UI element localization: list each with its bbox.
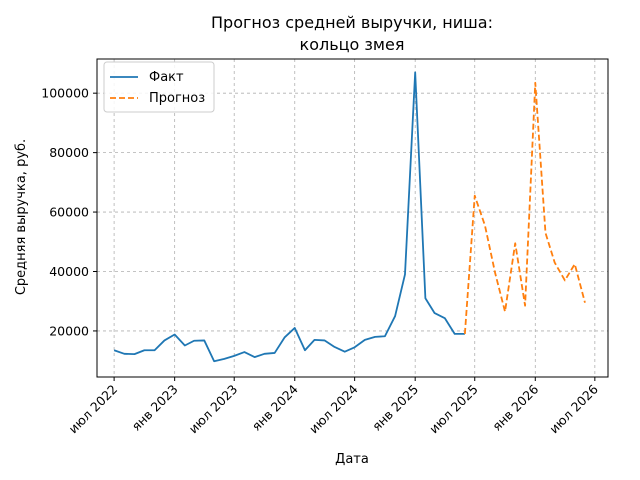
chart-title-line-2: кольцо змея xyxy=(300,35,405,54)
x-tick-label: янв 2026 xyxy=(489,381,541,433)
legend-box xyxy=(103,61,215,113)
x-tick-label: янв 2024 xyxy=(249,381,301,433)
legend-label-forecast: Прогноз xyxy=(149,91,205,106)
plot-area-frame xyxy=(96,58,609,378)
y-tick-label: 40000 xyxy=(49,264,89,279)
series-line-forecast xyxy=(463,81,586,334)
y-axis-ticks: 20000 40000 60000 80000 100000 xyxy=(41,86,97,338)
y-axis-label: Средняя выручка, руб. xyxy=(14,139,29,295)
x-tick-label: июл 2022 xyxy=(65,382,120,437)
chart-title-line-1: Прогноз средней выручки, ниша: xyxy=(211,13,493,32)
y-tick-label: 100000 xyxy=(41,86,89,101)
x-tick-label: июл 2025 xyxy=(426,382,481,437)
x-tick-label: июл 2023 xyxy=(186,382,241,437)
x-tick-label: янв 2025 xyxy=(369,382,421,434)
legend: Факт Прогноз xyxy=(103,61,215,113)
x-tick-label: июл 2026 xyxy=(546,381,601,436)
x-axis-label: Дата xyxy=(335,452,369,467)
x-tick-label: июл 2024 xyxy=(306,381,361,436)
y-tick-label: 60000 xyxy=(49,205,89,220)
legend-label-fact: Факт xyxy=(149,70,184,85)
y-tick-label: 20000 xyxy=(49,323,89,338)
series-lines xyxy=(113,71,586,363)
x-tick-label: янв 2023 xyxy=(129,382,181,434)
series-line-fact xyxy=(113,71,465,363)
x-axis-ticks: июл 2022 янв 2023 июл 2023 янв 2024 июл 2024… xyxy=(65,377,601,436)
y-tick-label: 80000 xyxy=(49,145,89,160)
